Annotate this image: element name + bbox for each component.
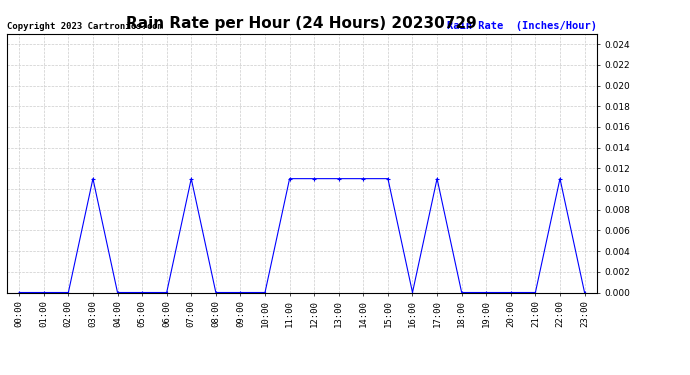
Text: Copyright 2023 Cartronics.com: Copyright 2023 Cartronics.com bbox=[7, 22, 163, 31]
Title: Rain Rate per Hour (24 Hours) 20230729: Rain Rate per Hour (24 Hours) 20230729 bbox=[126, 16, 477, 31]
Text: Rain Rate  (Inches/Hour): Rain Rate (Inches/Hour) bbox=[447, 21, 597, 31]
